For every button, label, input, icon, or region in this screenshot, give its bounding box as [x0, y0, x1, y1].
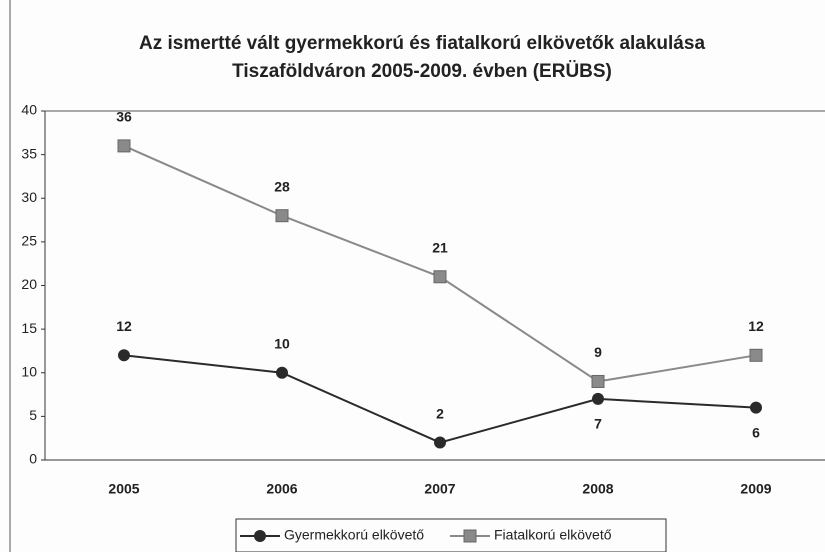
data-label: 2	[436, 405, 444, 421]
marker	[592, 392, 604, 405]
y-tick-label: 15	[21, 320, 37, 336]
marker	[117, 139, 131, 153]
data-label: 21	[432, 239, 448, 255]
x-tick-label: 2008	[582, 481, 613, 497]
data-label: 10	[274, 335, 290, 351]
chart-title: Tiszaföldváron 2005-2009. évben (ERÜBS)	[232, 61, 612, 82]
marker	[276, 366, 288, 379]
x-tick-label: 2009	[740, 481, 771, 497]
x-tick-label: 2005	[108, 481, 139, 497]
x-tick-label: 2006	[266, 481, 297, 497]
marker	[434, 436, 446, 449]
data-label: 36	[116, 109, 132, 125]
marker	[463, 529, 477, 543]
y-tick-label: 25	[21, 233, 37, 249]
data-label: 12	[748, 318, 764, 334]
marker	[275, 209, 289, 223]
y-tick-label: 30	[21, 189, 37, 205]
data-label: 9	[594, 344, 602, 360]
data-label: 6	[752, 424, 760, 440]
legend-label: Gyermekkorú elkövető	[284, 527, 424, 543]
x-tick-label: 2007	[424, 481, 455, 497]
y-tick-label: 20	[21, 276, 37, 292]
y-tick-label: 5	[29, 407, 37, 423]
marker	[749, 348, 763, 362]
marker	[591, 374, 605, 388]
marker	[433, 270, 447, 284]
y-tick-label: 35	[21, 145, 37, 161]
chart-title: Az ismertté vált gyermekkorú és fiatalko…	[139, 33, 705, 54]
legend-label: Fiatalkorú elkövető	[494, 527, 612, 543]
marker	[750, 401, 762, 414]
data-label: 7	[594, 416, 602, 432]
marker	[254, 530, 266, 542]
y-tick-label: 10	[21, 363, 37, 379]
data-label: 28	[274, 178, 290, 194]
legend-box	[235, 518, 667, 552]
marker	[118, 349, 130, 362]
data-label: 12	[116, 318, 132, 334]
y-tick-label: 0	[29, 451, 37, 467]
y-tick-label: 40	[21, 102, 37, 118]
